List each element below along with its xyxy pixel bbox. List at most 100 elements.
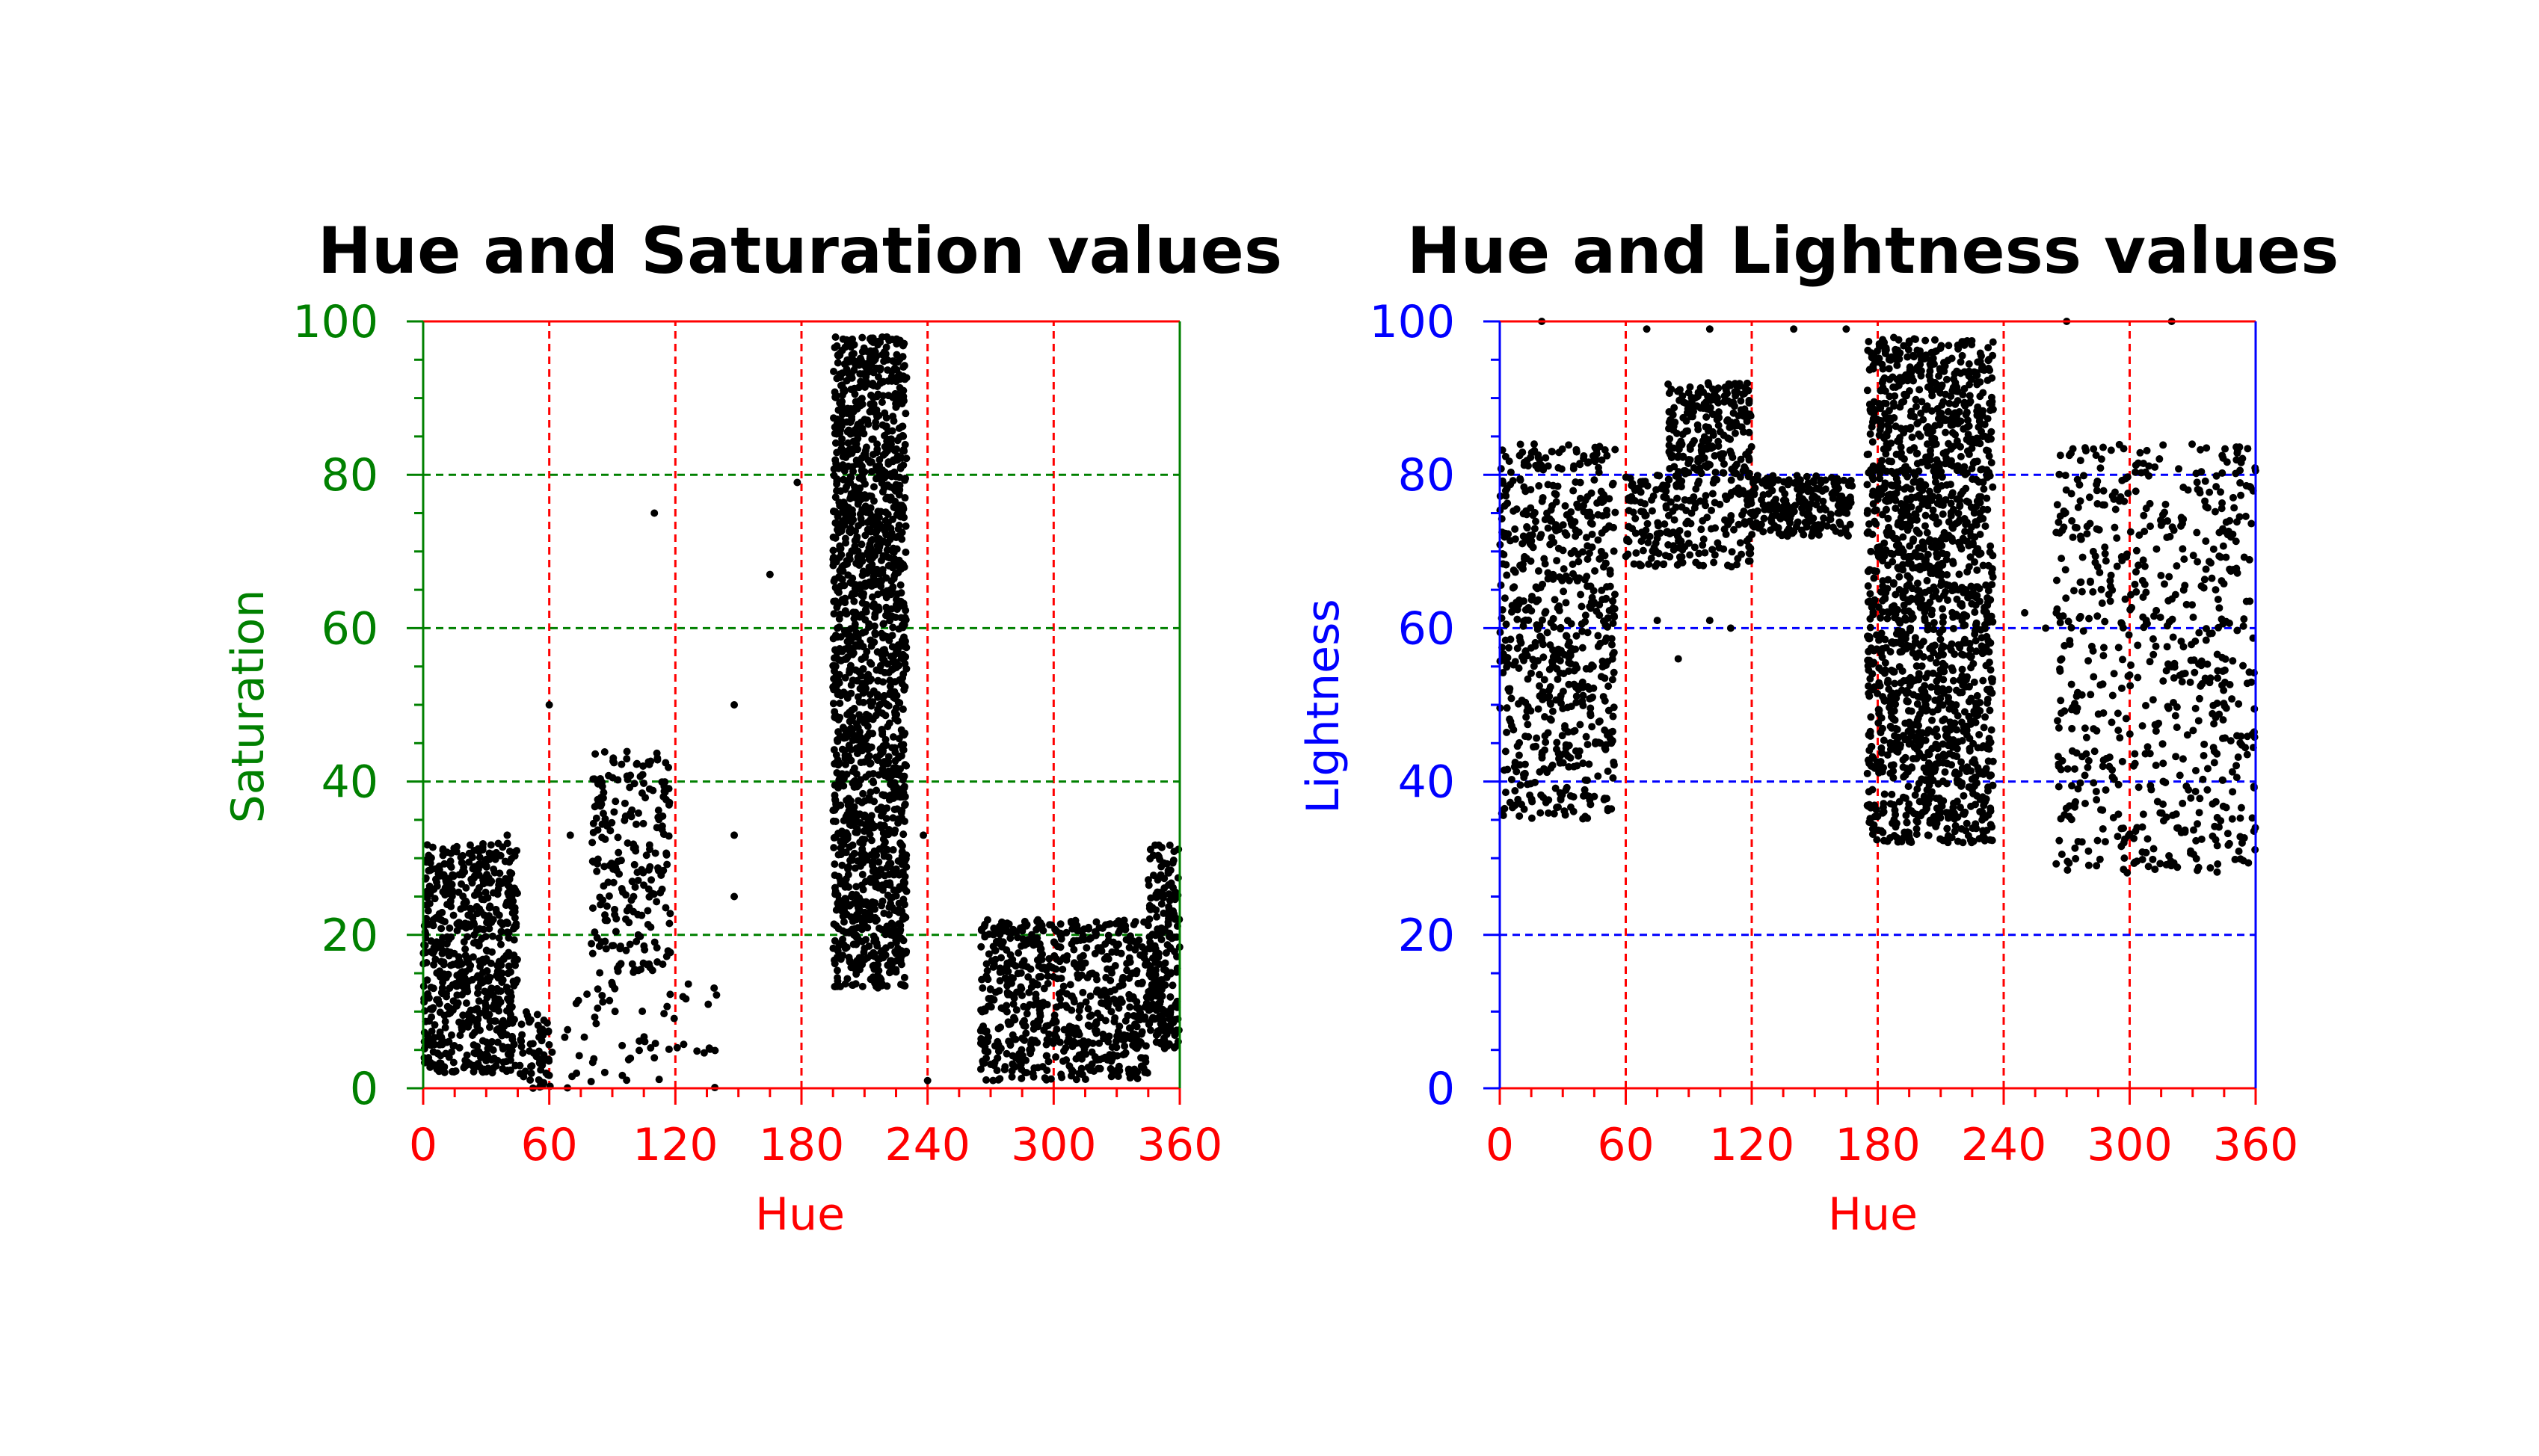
data-point (1548, 646, 1557, 654)
data-point (1565, 576, 1573, 584)
data-point (1675, 445, 1683, 454)
data-point (842, 453, 850, 461)
data-point (1059, 1047, 1068, 1055)
data-point (434, 870, 443, 878)
data-point (592, 1019, 600, 1028)
data-point (426, 866, 434, 874)
data-point (1687, 413, 1695, 421)
data-point (1009, 974, 1017, 982)
chart-hue-saturation: Hue and Saturation values 0 60 120 180 240 30… (222, 214, 1282, 1241)
data-point (505, 962, 513, 970)
data-point (837, 780, 846, 789)
data-point (1747, 442, 1755, 451)
data-point (1888, 790, 1896, 798)
data-point (979, 984, 987, 992)
data-point (920, 831, 928, 839)
data-point (831, 890, 840, 898)
data-point (535, 1033, 544, 1041)
data-point (595, 942, 603, 950)
data-point (467, 961, 475, 969)
data-point (1044, 972, 1052, 981)
data-point (485, 1023, 493, 1031)
data-point (1166, 866, 1175, 874)
data-point (458, 859, 466, 867)
data-point (831, 646, 840, 654)
data-point (867, 788, 875, 796)
y-tick-label: 40 (321, 756, 378, 809)
data-point (1554, 675, 1562, 683)
data-point (871, 610, 879, 618)
data-point (630, 844, 638, 852)
data-point (1759, 528, 1767, 536)
data-point (640, 881, 648, 889)
data-point (1135, 936, 1143, 944)
data-point (1148, 954, 1157, 962)
data-point (879, 835, 887, 843)
data-point (875, 872, 883, 880)
data-point (875, 858, 883, 866)
data-point (1579, 701, 1587, 709)
data-point (1017, 969, 1025, 977)
data-point (1504, 499, 1512, 508)
data-point (473, 990, 481, 998)
data-point (498, 1031, 506, 1040)
data-point (889, 846, 897, 854)
data-point (881, 735, 890, 744)
data-point (617, 960, 625, 968)
data-point (1153, 913, 1161, 921)
data-point (858, 333, 867, 342)
data-point (594, 1004, 602, 1012)
data-point (902, 887, 911, 895)
data-point (867, 812, 875, 820)
data-point (868, 405, 876, 413)
data-point (1003, 1002, 1011, 1010)
data-point (851, 623, 859, 631)
data-point (1151, 841, 1160, 849)
data-point (477, 977, 485, 985)
data-point (1105, 1032, 1113, 1040)
data-point (889, 732, 897, 741)
data-point (1678, 552, 1686, 561)
data-point (1102, 973, 1110, 981)
data-point (874, 525, 882, 533)
data-point (1575, 558, 1583, 566)
data-point (879, 829, 887, 837)
data-point (884, 481, 892, 490)
data-point (994, 1037, 1002, 1046)
data-point (884, 356, 892, 364)
data-point (833, 735, 841, 744)
data-point (428, 1005, 437, 1014)
data-point (1501, 789, 1509, 797)
data-point (1768, 512, 1776, 520)
data-point (860, 827, 868, 836)
data-point (1708, 490, 1717, 498)
data-point (864, 722, 872, 730)
data-point (1536, 584, 1545, 592)
data-point (846, 430, 855, 438)
data-point (831, 714, 840, 722)
data-point (830, 367, 838, 375)
data-point (1579, 691, 1587, 700)
data-point (1542, 798, 1550, 806)
data-point (470, 919, 478, 927)
data-point (437, 1033, 446, 1041)
data-point (1138, 978, 1146, 987)
data-point (1535, 670, 1543, 679)
data-point (1151, 945, 1160, 953)
data-point (666, 910, 674, 918)
data-point (1723, 561, 1732, 570)
data-point (1043, 1001, 1051, 1009)
data-point (1578, 602, 1586, 611)
data-point (1080, 936, 1088, 944)
data-point (647, 1044, 655, 1052)
data-point (1684, 530, 1692, 538)
data-point (1541, 609, 1549, 617)
data-point (1003, 1049, 1011, 1058)
data-point (502, 901, 510, 910)
data-point (1114, 940, 1122, 948)
data-point (879, 392, 887, 400)
data-point (858, 462, 866, 470)
data-point (610, 759, 618, 767)
data-point (1536, 809, 1545, 817)
data-point (899, 705, 907, 713)
